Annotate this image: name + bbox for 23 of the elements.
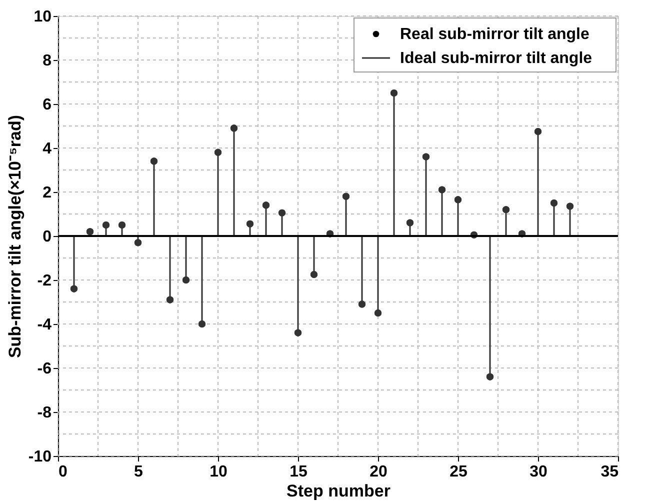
y-tick-label: 8 <box>42 52 52 70</box>
legend-label: Real sub-mirror tilt angle <box>400 26 590 43</box>
x-axis-title: Step number <box>286 482 391 500</box>
y-tick-label: -10 <box>28 448 52 466</box>
y-tick-label: -2 <box>37 272 52 290</box>
y-axis-title: Sub-mirror tilt angle(×10⁻⁵rad) <box>5 114 24 358</box>
y-tick-label: 4 <box>42 140 52 158</box>
x-tick-label: 0 <box>58 464 68 480</box>
x-tick-label: 5 <box>134 464 144 480</box>
y-tick-label: 10 <box>34 8 52 26</box>
y-tick-label: 2 <box>42 184 52 202</box>
y-tick-label: -6 <box>37 360 52 378</box>
x-tick-label: 25 <box>450 464 468 480</box>
x-tick-label: 30 <box>530 464 548 480</box>
y-tick-label: -4 <box>37 316 52 334</box>
y-tick-label: -8 <box>37 404 52 422</box>
y-tick-label: 6 <box>42 96 52 114</box>
x-tick-label: 15 <box>290 464 308 480</box>
legend-label: Ideal sub-mirror tilt angle <box>400 50 592 67</box>
x-tick-label: 35 <box>600 464 619 480</box>
x-tick-label: 10 <box>210 464 228 480</box>
y-tick-label: 0 <box>42 228 52 246</box>
x-tick-label: 20 <box>370 464 388 480</box>
